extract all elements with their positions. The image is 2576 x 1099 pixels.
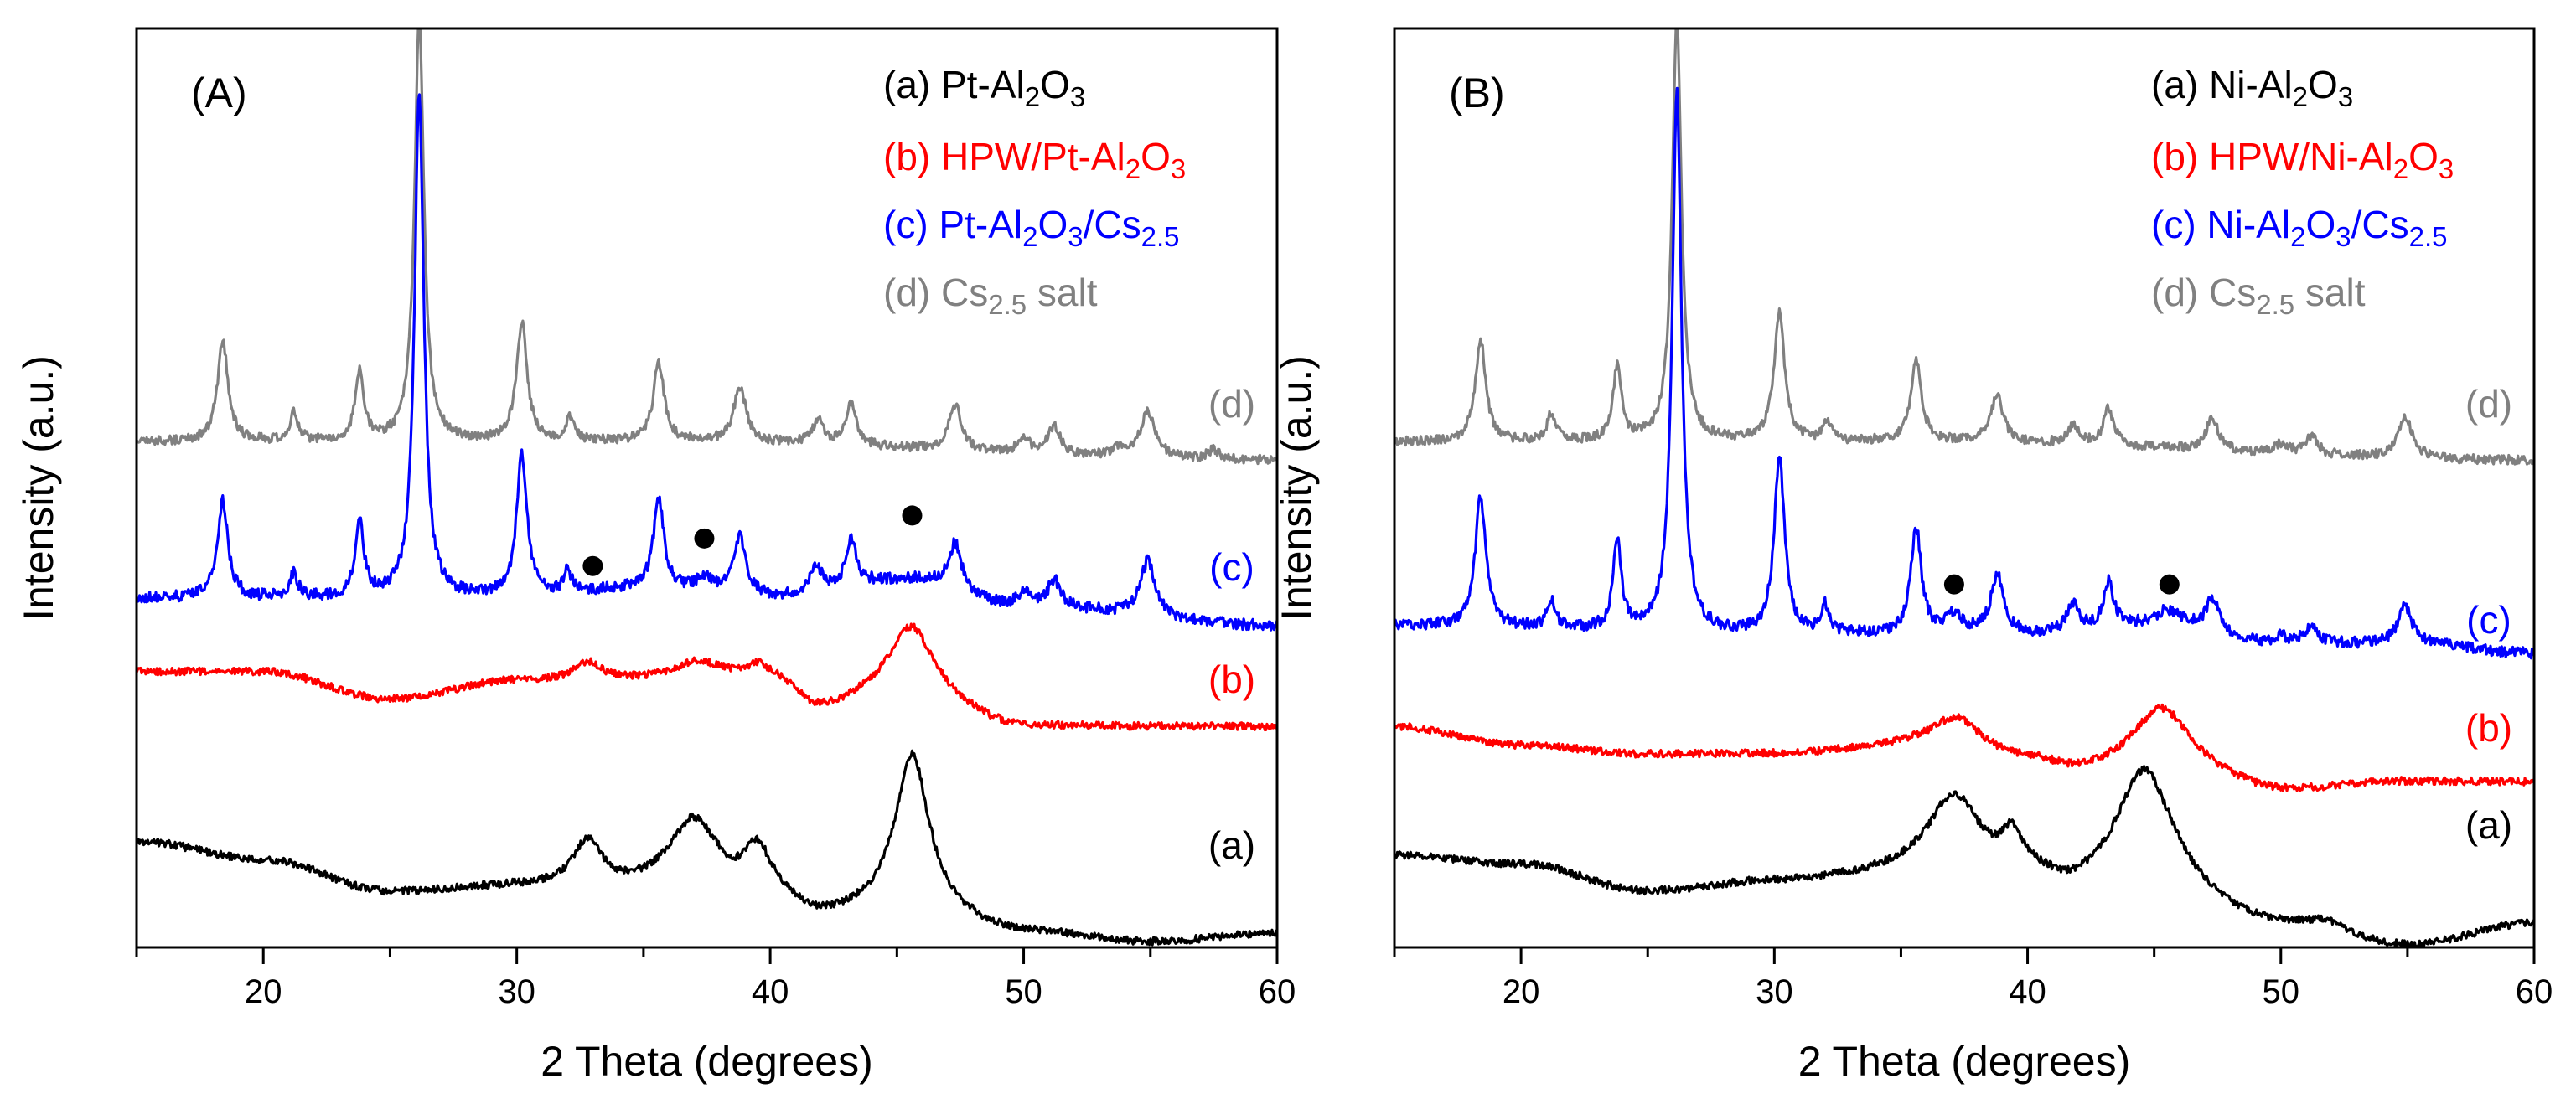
curve-tag-c: (c) bbox=[1209, 545, 1254, 589]
x-axis-label: 2 Theta (degrees) bbox=[1798, 1038, 2131, 1085]
x-tick-label: 20 bbox=[1503, 973, 1540, 1010]
curve-tag-d: (d) bbox=[2465, 382, 2512, 426]
legend-entry-a: (a) Pt-Al2O3 bbox=[883, 63, 1085, 112]
curve-tag-d: (d) bbox=[1208, 382, 1255, 426]
curve-tag-b: (b) bbox=[1208, 658, 1255, 701]
x-tick-label: 20 bbox=[245, 973, 282, 1010]
x-tick-label: 30 bbox=[1756, 973, 1793, 1010]
series-b-line bbox=[1394, 703, 2534, 792]
series-d-line bbox=[1394, 28, 2534, 466]
peak-marker-dot bbox=[694, 528, 715, 549]
curve-tag-a: (a) bbox=[1208, 823, 1255, 867]
peak-markers bbox=[582, 505, 923, 576]
x-tick-label: 60 bbox=[1259, 973, 1296, 1010]
curve-tags: (d) (c) (b) (a) bbox=[2465, 382, 2512, 847]
peak-marker-dot bbox=[902, 505, 923, 526]
curve-tag-a: (a) bbox=[2465, 803, 2512, 847]
panel-label: (B) bbox=[1449, 70, 1505, 116]
legend-entry-d: (d) Cs2.5 salt bbox=[2151, 271, 2366, 320]
legend-entry-c: (c) Pt-Al2O3/Cs2.5 bbox=[883, 203, 1179, 252]
x-tick-label: 50 bbox=[1005, 973, 1042, 1010]
x-tick-label: 60 bbox=[2516, 973, 2553, 1010]
legend-entry-d: (d) Cs2.5 salt bbox=[883, 271, 1098, 320]
axes-frame bbox=[135, 27, 1279, 949]
x-tick-label: 40 bbox=[752, 973, 789, 1010]
x-tick-label: 50 bbox=[2263, 973, 2300, 1010]
series-a-line bbox=[137, 749, 1277, 947]
curve-tag-b: (b) bbox=[2465, 706, 2512, 750]
x-axis-ticks: 20 30 40 50 60 bbox=[1393, 947, 2553, 1010]
curve-tag-c: (c) bbox=[2466, 598, 2511, 642]
x-tick-label: 30 bbox=[498, 973, 535, 1010]
x-axis-label: 2 Theta (degrees) bbox=[541, 1038, 873, 1085]
series-b-line bbox=[137, 622, 1277, 732]
series-a-line bbox=[1394, 765, 2534, 947]
panel-b: 20 30 40 50 60 2 Theta (degrees) Intensity (a.… bbox=[1273, 27, 2553, 1085]
legend-entry-a: (a) Ni-Al2O3 bbox=[2151, 63, 2353, 112]
legend: (d) Cs2.5 salt (c) Pt-Al2O3/Cs2.5 (b) HPW/… bbox=[883, 63, 1186, 320]
x-tick-label: 40 bbox=[2009, 973, 2046, 1010]
legend-entry-b: (b) HPW/Ni-Al2O3 bbox=[2151, 135, 2454, 184]
series-d-line bbox=[137, 28, 1277, 466]
axes-frame bbox=[1393, 27, 2536, 949]
x-axis-ticks: 20 30 40 50 60 bbox=[135, 947, 1296, 1010]
legend-entry-b: (b) HPW/Pt-Al2O3 bbox=[883, 135, 1186, 184]
y-axis-label: Intensity (a.u.) bbox=[1273, 355, 1320, 621]
legend-entry-c: (c) Ni-Al2O3/Cs2.5 bbox=[2151, 203, 2447, 252]
legend: (d) Cs2.5 salt (c) Ni-Al2O3/Cs2.5 (b) HPW/… bbox=[2151, 63, 2454, 320]
peak-marker-dot bbox=[1943, 574, 1964, 595]
curve-tags: (d) (c) (b) (a) bbox=[1208, 382, 1255, 867]
y-axis-label: Intensity (a.u.) bbox=[15, 355, 62, 621]
peak-markers bbox=[1943, 574, 2180, 595]
panel-a: 20 30 40 50 60 2 Theta (degrees) Intensity (a.… bbox=[15, 27, 1296, 1085]
panel-label: (A) bbox=[191, 70, 247, 116]
peak-marker-dot bbox=[2159, 574, 2180, 595]
peak-marker-dot bbox=[582, 555, 603, 576]
series-c-line bbox=[1394, 86, 2534, 660]
series-c-line bbox=[137, 93, 1277, 632]
